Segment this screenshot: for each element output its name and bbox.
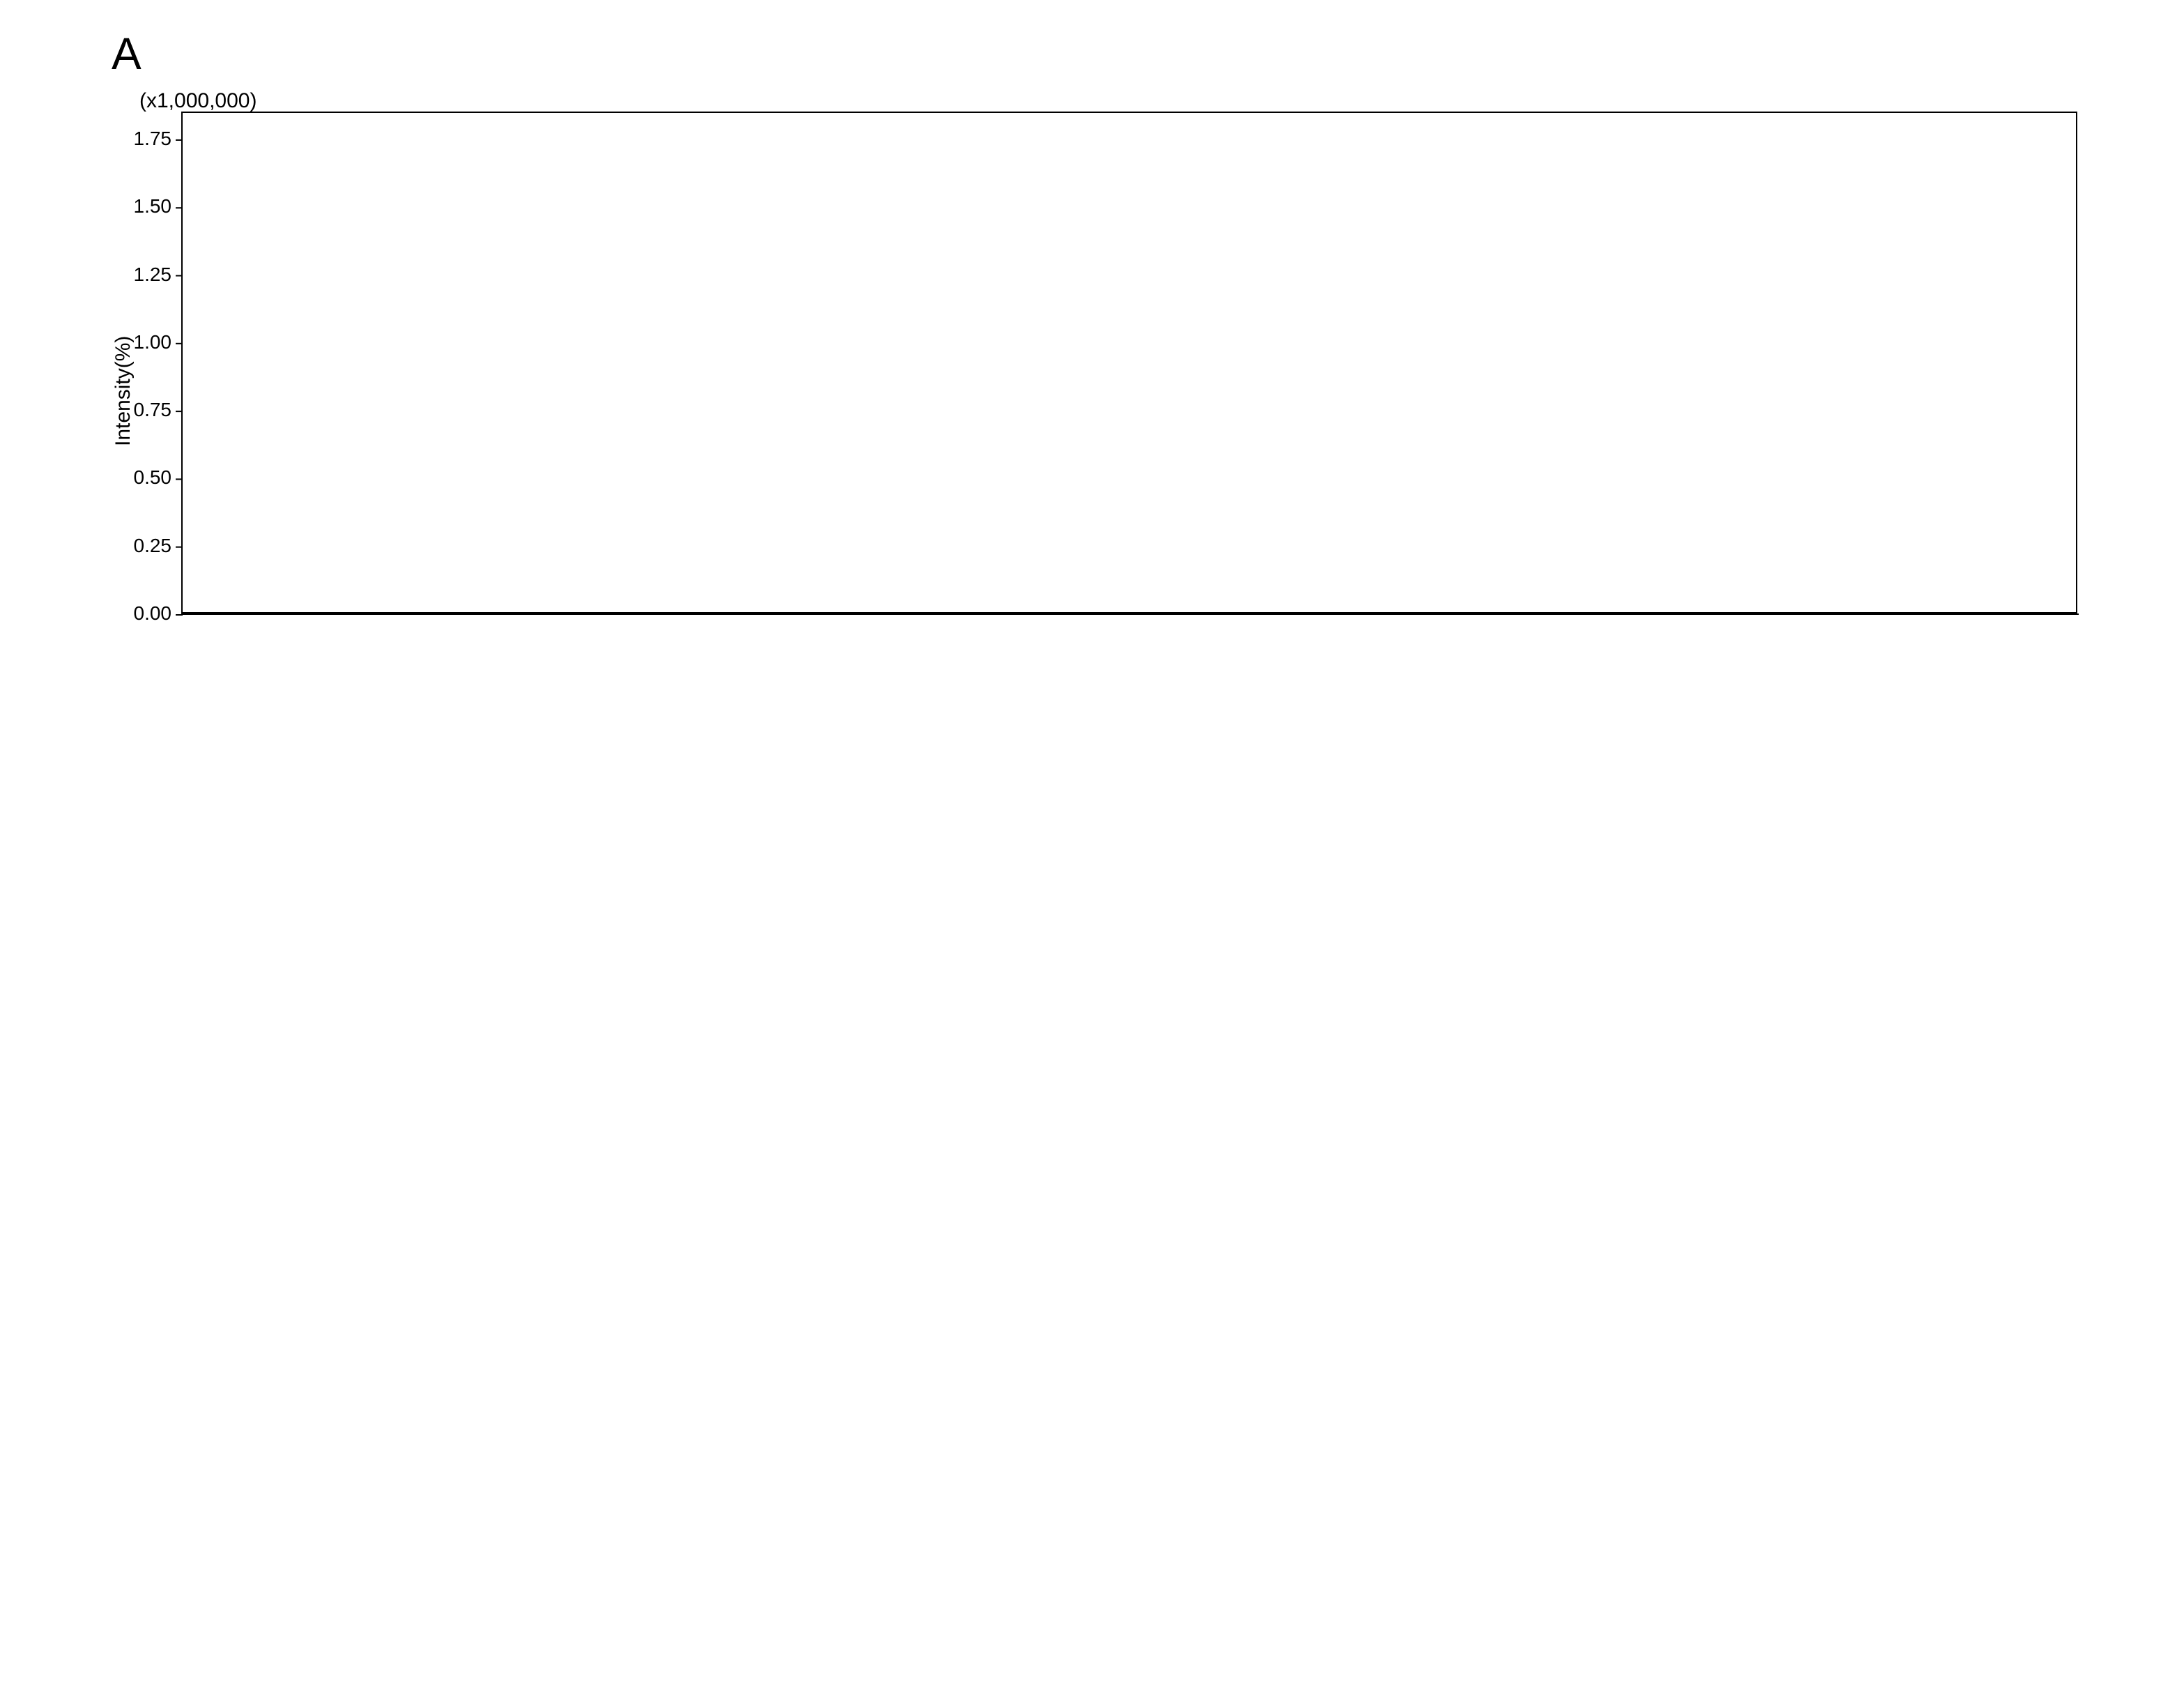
y-tick-label: 0.75 [134, 399, 172, 421]
figure-root: A (x1,000,000) Intensity(%) 0.00 0.25 0.50 0.7… [0, 0, 2177, 1708]
x-axis-ticks-a [181, 613, 2079, 641]
y-ticks-a [176, 140, 183, 615]
y-tick-label: 1.75 [134, 128, 172, 150]
y-multiplier-a: (x1,000,000) [139, 89, 257, 113]
chromatogram-svg-a [183, 113, 2079, 615]
y-tick-label: 0.25 [134, 535, 172, 557]
y-tick-label: 0.50 [134, 466, 172, 489]
y-tick-label: 1.50 [134, 195, 172, 218]
y-tick-label: 1.25 [134, 264, 172, 286]
y-tick-label: 1.00 [134, 331, 172, 353]
panel-label-a: A [112, 28, 142, 79]
y-axis-label-a: Intensity(%) [112, 336, 135, 446]
y-tick-label: 0.00 [134, 602, 172, 625]
plot-frame-a [181, 112, 2077, 613]
